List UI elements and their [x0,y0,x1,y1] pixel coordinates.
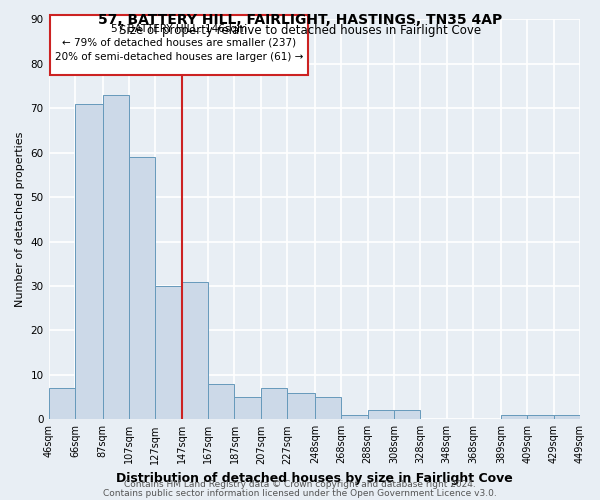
Bar [554,415,580,420]
Y-axis label: Number of detached properties: Number of detached properties [15,132,25,307]
Bar [315,397,341,419]
Bar [394,410,421,420]
Text: Contains HM Land Registry data © Crown copyright and database right 2024.: Contains HM Land Registry data © Crown c… [124,480,476,489]
Bar [182,282,208,420]
Bar [368,410,394,420]
Text: 57, BATTERY HILL, FAIRLIGHT, HASTINGS, TN35 4AP: 57, BATTERY HILL, FAIRLIGHT, HASTINGS, T… [98,12,502,26]
Text: 20% of semi-detached houses are larger (61) →: 20% of semi-detached houses are larger (… [55,52,303,62]
Bar [341,415,368,420]
Bar [129,157,155,419]
Bar [261,388,287,420]
X-axis label: Distribution of detached houses by size in Fairlight Cove: Distribution of detached houses by size … [116,472,512,485]
Text: 57 BATTERY HILL: 146sqm: 57 BATTERY HILL: 146sqm [111,24,247,34]
Bar [103,95,129,420]
Text: Size of property relative to detached houses in Fairlight Cove: Size of property relative to detached ho… [119,24,481,37]
Bar [50,15,308,75]
Text: Contains public sector information licensed under the Open Government Licence v3: Contains public sector information licen… [103,489,497,498]
Text: ← 79% of detached houses are smaller (237): ← 79% of detached houses are smaller (23… [62,38,296,48]
Bar [527,415,554,420]
Bar [287,392,315,419]
Bar [235,397,261,419]
Bar [75,104,103,420]
Bar [501,415,527,420]
Bar [49,388,75,420]
Bar [208,384,235,420]
Bar [155,286,182,420]
